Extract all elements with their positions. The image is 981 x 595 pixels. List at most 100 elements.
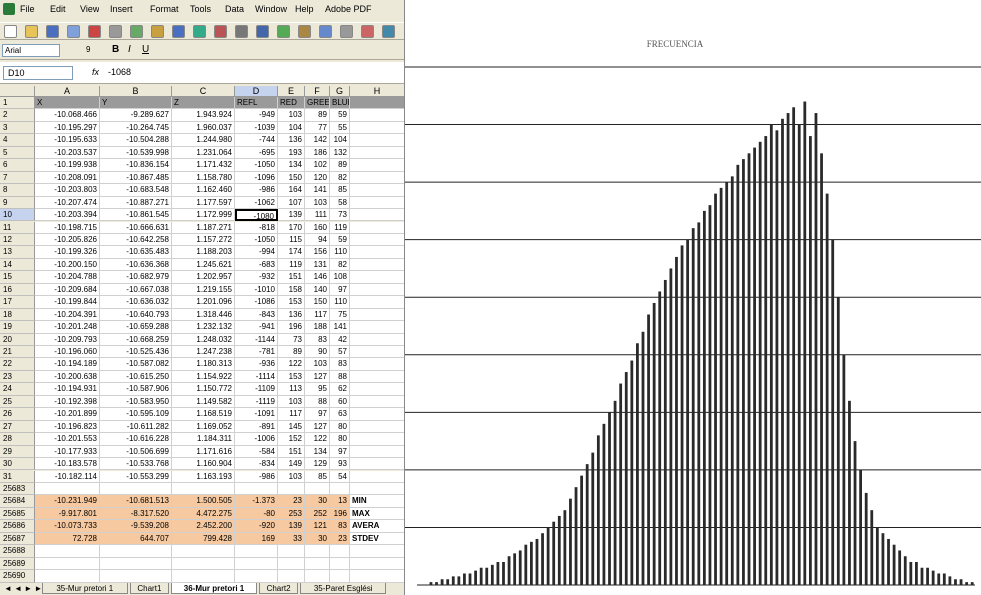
cell[interactable]: 77 bbox=[305, 121, 330, 135]
cell[interactable]: 151 bbox=[278, 271, 305, 284]
cell[interactable]: 1.162.460 bbox=[172, 184, 235, 197]
cell[interactable] bbox=[350, 470, 404, 483]
cell[interactable]: 1.248.032 bbox=[172, 333, 235, 346]
cell[interactable]: 1.171.432 bbox=[172, 159, 235, 172]
row-header[interactable]: 9 bbox=[0, 196, 35, 210]
sheet-tab[interactable]: 36-Mur pretori 1 bbox=[171, 583, 257, 594]
cell[interactable]: -10.587.082 bbox=[100, 358, 172, 371]
cell[interactable] bbox=[278, 570, 305, 583]
cell[interactable]: 131 bbox=[305, 258, 330, 272]
cell[interactable]: 139 bbox=[278, 520, 305, 533]
cell[interactable]: 85 bbox=[330, 184, 350, 197]
cell[interactable]: -10.201.553 bbox=[35, 433, 100, 446]
row-header[interactable]: 25687 bbox=[0, 532, 35, 546]
cell[interactable]: -949 bbox=[235, 109, 278, 122]
cell[interactable]: -10.209.684 bbox=[35, 283, 100, 297]
cell[interactable]: 113 bbox=[278, 383, 305, 396]
cell[interactable]: 59 bbox=[330, 109, 350, 122]
cell[interactable]: 1.160.904 bbox=[172, 458, 235, 471]
cell[interactable] bbox=[350, 370, 404, 384]
cell[interactable]: Y bbox=[100, 97, 172, 110]
cell[interactable]: -10.636.032 bbox=[100, 296, 172, 309]
cell[interactable] bbox=[235, 482, 278, 496]
cell[interactable]: 104 bbox=[330, 134, 350, 147]
row-header[interactable]: 11 bbox=[0, 221, 35, 234]
row-header[interactable]: 29 bbox=[0, 445, 35, 459]
row-header[interactable]: 2 bbox=[0, 109, 35, 122]
cell[interactable]: 13 bbox=[330, 495, 350, 508]
cell[interactable]: -10.553.299 bbox=[100, 470, 172, 483]
cell[interactable]: 146 bbox=[305, 271, 330, 284]
cell[interactable]: 30 bbox=[305, 532, 330, 546]
cell[interactable]: 1.180.313 bbox=[172, 358, 235, 371]
toolbar-button[interactable] bbox=[172, 25, 185, 38]
cell[interactable] bbox=[350, 184, 404, 197]
cell[interactable]: 75 bbox=[330, 308, 350, 322]
cell[interactable]: -10.200.150 bbox=[35, 258, 100, 272]
cell[interactable]: 1.244.980 bbox=[172, 134, 235, 147]
row-header[interactable]: 31 bbox=[0, 470, 35, 483]
cell[interactable]: 89 bbox=[330, 159, 350, 172]
cell[interactable]: 102 bbox=[305, 159, 330, 172]
cell[interactable]: -10.506.699 bbox=[100, 445, 172, 459]
cell[interactable] bbox=[350, 308, 404, 322]
cell[interactable]: -1091 bbox=[235, 408, 278, 421]
row-header[interactable]: 16 bbox=[0, 283, 35, 297]
cell[interactable]: -683 bbox=[235, 258, 278, 272]
cell[interactable]: -10.836.154 bbox=[100, 159, 172, 172]
cell[interactable]: -9.289.627 bbox=[100, 109, 172, 122]
row-header[interactable]: 4 bbox=[0, 134, 35, 147]
cell[interactable]: 94 bbox=[305, 233, 330, 247]
italic-button[interactable]: I bbox=[128, 44, 131, 55]
cell[interactable]: -10.196.823 bbox=[35, 420, 100, 434]
cell[interactable]: 23 bbox=[330, 532, 350, 546]
row-header[interactable]: 13 bbox=[0, 246, 35, 259]
toolbar-button[interactable] bbox=[235, 25, 248, 38]
cell[interactable]: -986 bbox=[235, 470, 278, 483]
cell[interactable]: 103 bbox=[278, 395, 305, 409]
cell[interactable]: 30 bbox=[305, 495, 330, 508]
cell[interactable]: -1010 bbox=[235, 283, 278, 297]
cell[interactable]: 80 bbox=[330, 433, 350, 446]
menu-item[interactable]: Edit bbox=[50, 4, 66, 14]
cell[interactable]: 152 bbox=[278, 433, 305, 446]
cell[interactable]: 139 bbox=[278, 209, 305, 222]
cell[interactable] bbox=[35, 570, 100, 583]
cell[interactable]: 1.177.597 bbox=[172, 196, 235, 210]
menu-item[interactable]: Window bbox=[255, 4, 288, 14]
cell[interactable] bbox=[350, 196, 404, 210]
cell[interactable]: GREE bbox=[305, 97, 330, 110]
cell[interactable] bbox=[35, 482, 100, 496]
toolbar-button[interactable] bbox=[109, 25, 122, 38]
cell[interactable] bbox=[350, 570, 404, 583]
menu-item[interactable]: Help bbox=[295, 4, 314, 14]
cell[interactable]: -1086 bbox=[235, 296, 278, 309]
row-header[interactable]: 21 bbox=[0, 346, 35, 359]
cell[interactable]: 160 bbox=[305, 221, 330, 234]
cell[interactable]: -941 bbox=[235, 321, 278, 334]
cell[interactable]: 103 bbox=[278, 109, 305, 122]
cell[interactable]: -584 bbox=[235, 445, 278, 459]
cell[interactable] bbox=[350, 221, 404, 234]
cell[interactable]: -1050 bbox=[235, 233, 278, 247]
cell[interactable]: -10.199.844 bbox=[35, 296, 100, 309]
cell[interactable]: -10.208.091 bbox=[35, 171, 100, 185]
cell[interactable]: RED bbox=[278, 97, 305, 110]
cell[interactable]: 23 bbox=[278, 495, 305, 508]
cell[interactable]: 1.187.271 bbox=[172, 221, 235, 234]
menu-item[interactable]: Insert bbox=[110, 4, 133, 14]
cell[interactable] bbox=[350, 458, 404, 471]
cell[interactable]: 88 bbox=[305, 395, 330, 409]
cell[interactable]: -10.073.733 bbox=[35, 520, 100, 533]
cell[interactable]: 108 bbox=[330, 271, 350, 284]
cell[interactable]: -10.177.933 bbox=[35, 445, 100, 459]
cell[interactable] bbox=[350, 420, 404, 434]
cell[interactable]: -10.203.394 bbox=[35, 209, 100, 222]
cell[interactable]: 110 bbox=[330, 246, 350, 259]
cell[interactable]: -10.192.398 bbox=[35, 395, 100, 409]
cell[interactable]: 141 bbox=[330, 321, 350, 334]
cell[interactable]: -1.373 bbox=[235, 495, 278, 508]
cell[interactable]: 136 bbox=[278, 134, 305, 147]
cell[interactable] bbox=[100, 570, 172, 583]
cell[interactable]: Z bbox=[172, 97, 235, 110]
